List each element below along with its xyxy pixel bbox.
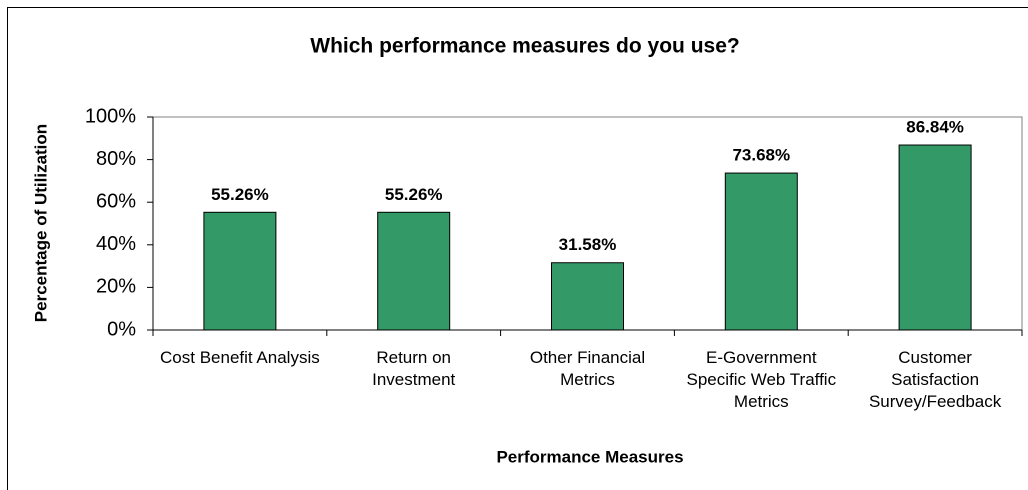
bar bbox=[898, 144, 972, 331]
data-label: 73.68% bbox=[732, 146, 790, 165]
y-tick-label: 0% bbox=[107, 318, 136, 340]
data-label: 86.84% bbox=[906, 118, 964, 137]
x-tick-label: Customer Satisfaction Survey/Feedback bbox=[868, 348, 1002, 411]
x-tick-label: E-Government Specific Web Traffic Metric… bbox=[686, 348, 837, 411]
y-tick-label: 100% bbox=[85, 105, 136, 127]
bar bbox=[377, 211, 451, 331]
y-tick-label: 60% bbox=[96, 190, 136, 212]
y-axis-label: Percentage of Utilization bbox=[31, 124, 50, 322]
x-axis-label: Performance Measures bbox=[496, 447, 683, 466]
y-tick-label: 20% bbox=[96, 276, 136, 298]
bar bbox=[203, 211, 277, 331]
y-tick-label: 40% bbox=[96, 233, 136, 255]
y-tick-label: 80% bbox=[96, 148, 136, 170]
data-label: 55.26% bbox=[385, 185, 443, 204]
x-tick-label: Return on Investment bbox=[372, 348, 456, 389]
bar bbox=[551, 262, 624, 331]
x-tick-label: Other Financial Metrics bbox=[529, 348, 646, 389]
bar bbox=[724, 172, 798, 331]
chart-title: Which performance measures do you use? bbox=[310, 35, 739, 58]
data-label: 55.26% bbox=[211, 185, 269, 204]
x-tick-label: Cost Benefit Analysis bbox=[160, 348, 320, 367]
data-label: 31.58% bbox=[559, 235, 617, 254]
